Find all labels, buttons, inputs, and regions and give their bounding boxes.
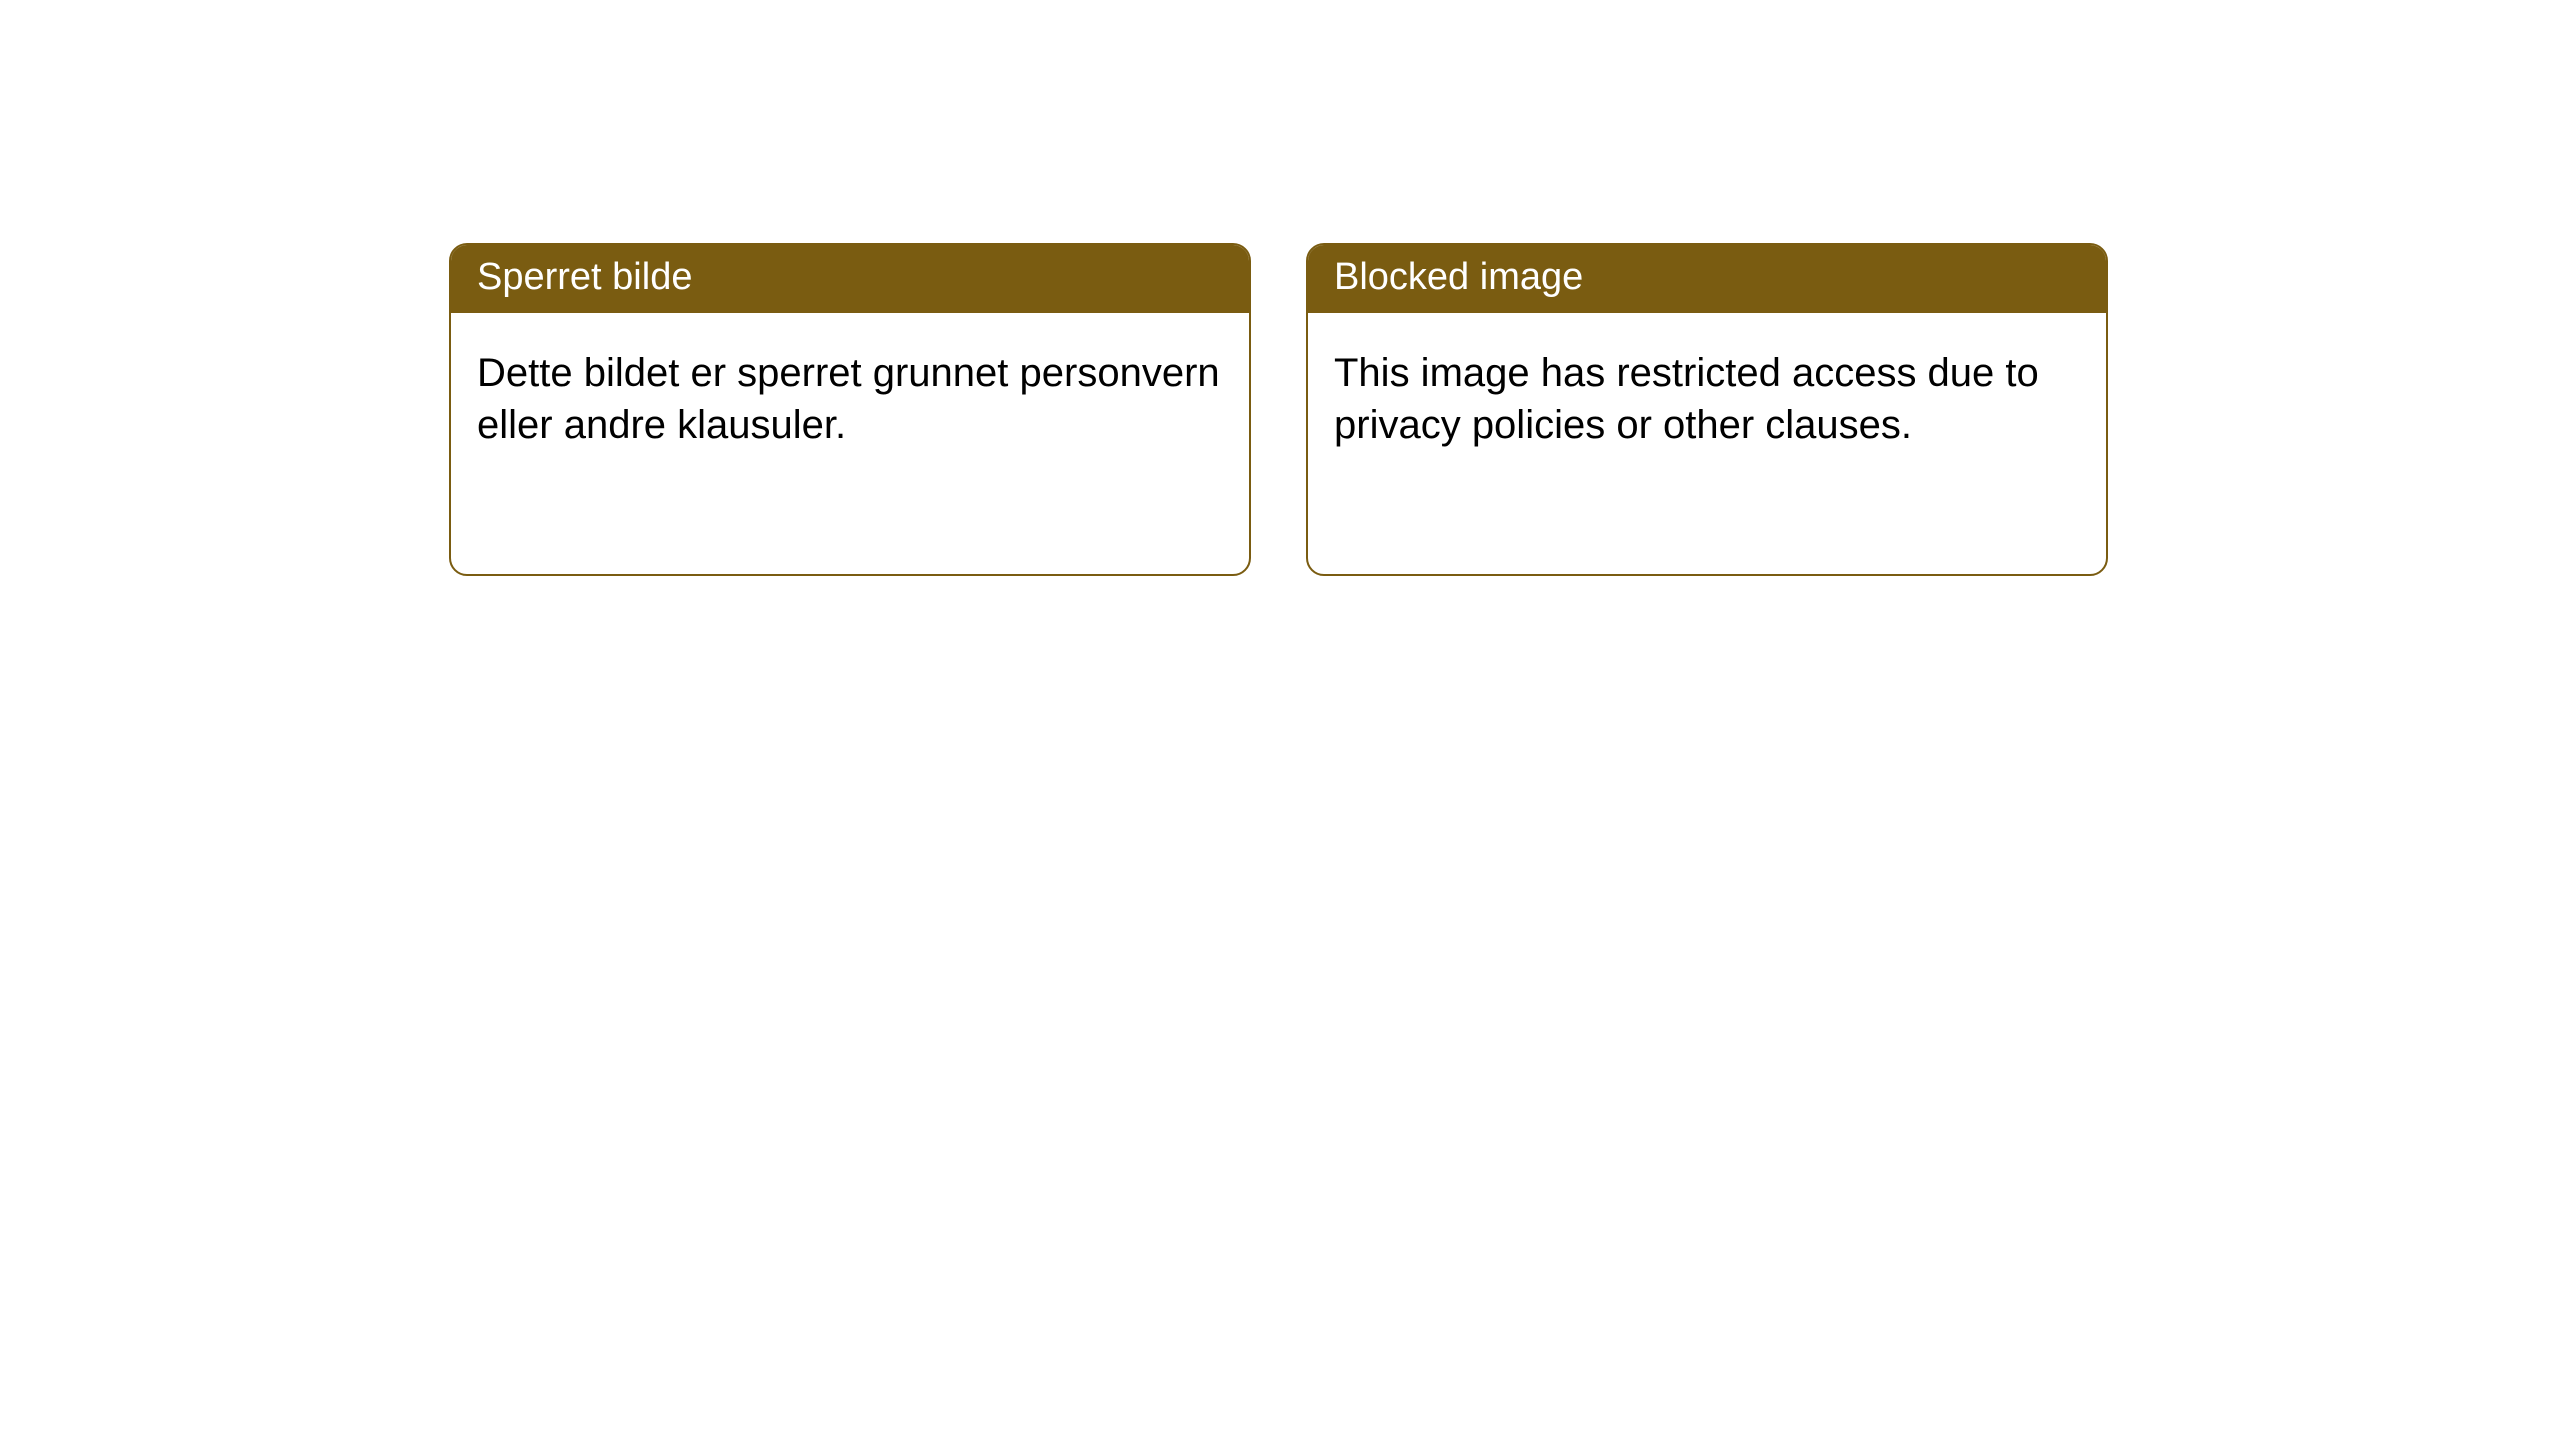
- notice-card-english: Blocked image This image has restricted …: [1306, 243, 2108, 576]
- notice-body-norwegian: Dette bildet er sperret grunnet personve…: [451, 313, 1249, 485]
- notice-container: Sperret bilde Dette bildet er sperret gr…: [449, 243, 2108, 576]
- notice-header-norwegian: Sperret bilde: [451, 245, 1249, 313]
- notice-body-english: This image has restricted access due to …: [1308, 313, 2106, 485]
- notice-card-norwegian: Sperret bilde Dette bildet er sperret gr…: [449, 243, 1251, 576]
- notice-header-english: Blocked image: [1308, 245, 2106, 313]
